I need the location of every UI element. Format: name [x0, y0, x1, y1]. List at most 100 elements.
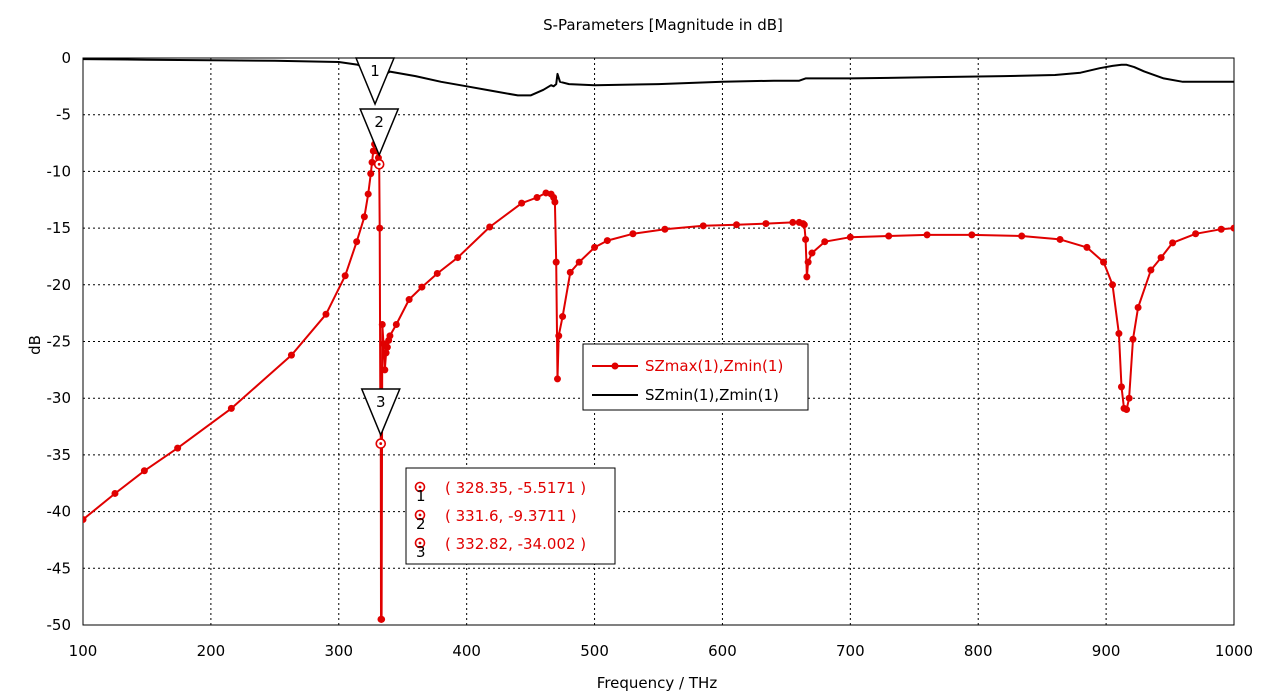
- data-point: [518, 199, 526, 207]
- data-point: [821, 238, 829, 246]
- data-point: [418, 283, 426, 291]
- readout-marker-icon-1: [414, 481, 426, 493]
- readout-marker-icon-3: [414, 537, 426, 549]
- legend-label-1: SZmin(1),Zmin(1): [645, 386, 779, 404]
- readout-index-1: 1: [416, 487, 426, 505]
- marker-readout: 1 ( 328.35, -5.5171 ) 2 ( 331.6, -9.3711…: [405, 467, 616, 565]
- legend-marker-red: [611, 362, 619, 370]
- data-point: [699, 222, 707, 230]
- x-axis-label: Frequency / THz: [597, 674, 718, 692]
- data-point: [378, 320, 386, 328]
- x-tick-label: 700: [836, 642, 865, 660]
- data-point: [846, 233, 854, 241]
- y-axis-label: dB: [26, 335, 44, 355]
- y-tick-label: -5: [56, 106, 71, 124]
- data-point: [111, 489, 119, 497]
- data-point: [378, 615, 386, 623]
- data-point: [1147, 266, 1155, 274]
- x-tick-label: 900: [1092, 642, 1121, 660]
- data-point: [1129, 335, 1137, 343]
- readout-index-3: 3: [416, 543, 426, 561]
- data-point: [405, 296, 413, 304]
- x-tick-label: 800: [964, 642, 993, 660]
- readout-value-1: ( 328.35, -5.5171 ): [445, 479, 586, 497]
- data-point: [454, 254, 462, 262]
- data-point: [803, 273, 811, 281]
- data-point: [322, 310, 330, 318]
- data-point: [1192, 230, 1200, 238]
- legend-label-0: SZmax(1),Zmin(1): [645, 357, 783, 375]
- x-tick-label: 400: [452, 642, 481, 660]
- marker-point-dot: [379, 442, 383, 445]
- marker-triangle: [360, 388, 401, 437]
- marker-flag-1: 1: [354, 57, 396, 106]
- x-tick-label: 1000: [1215, 642, 1253, 660]
- data-point: [1125, 394, 1133, 402]
- marker-readout-box: [405, 467, 616, 565]
- data-point: [367, 170, 375, 178]
- data-point: [1217, 225, 1225, 233]
- x-tick-label: 600: [708, 642, 737, 660]
- data-point: [789, 218, 797, 226]
- data-point: [1100, 258, 1108, 266]
- data-point: [376, 224, 384, 232]
- legend-box: [582, 343, 809, 411]
- data-point: [629, 230, 637, 238]
- data-point: [1123, 406, 1131, 414]
- data-point: [804, 258, 812, 266]
- y-tick-label: -15: [47, 219, 72, 237]
- marker-triangle: [354, 57, 396, 106]
- y-tick-label: -45: [47, 559, 72, 577]
- data-point: [603, 237, 611, 245]
- data-point: [555, 332, 563, 340]
- data-point: [368, 158, 376, 166]
- data-point: [885, 232, 893, 240]
- data-point: [140, 467, 148, 475]
- data-point: [1109, 281, 1117, 289]
- y-tick-label: -40: [47, 503, 72, 521]
- series-szmax: [83, 117, 1234, 623]
- y-tick-label: -10: [47, 162, 72, 180]
- data-point: [1115, 330, 1123, 338]
- marker-label: 1: [370, 62, 380, 80]
- y-tick-label: 0: [61, 49, 71, 67]
- data-point: [551, 198, 559, 206]
- data-point: [1169, 239, 1177, 247]
- data-point: [353, 238, 361, 246]
- x-tick-label: 500: [580, 642, 609, 660]
- x-tick-label: 100: [69, 642, 98, 660]
- y-tick-label: -30: [47, 389, 72, 407]
- data-point: [968, 231, 976, 239]
- data-point: [83, 516, 87, 524]
- y-tick-label: -20: [47, 276, 72, 294]
- data-point: [392, 320, 400, 328]
- data-point: [287, 351, 295, 359]
- data-point: [553, 375, 561, 383]
- data-point: [433, 269, 441, 277]
- data-point: [1117, 383, 1125, 391]
- data-point: [227, 404, 235, 412]
- data-point: [1157, 254, 1165, 262]
- data-point: [383, 343, 391, 351]
- data-point: [1083, 243, 1091, 251]
- data-point: [808, 249, 816, 257]
- data-point: [552, 258, 560, 266]
- marker-label: 3: [376, 393, 386, 411]
- y-tick-label: -50: [47, 616, 72, 634]
- data-point: [486, 223, 494, 231]
- legend: SZmax(1),Zmin(1) SZmin(1),Zmin(1): [582, 343, 809, 411]
- readout-marker-icon-2: [414, 509, 426, 521]
- data-point: [762, 220, 770, 228]
- data-point: [360, 213, 368, 221]
- marker-triangle: [359, 108, 400, 157]
- data-point: [386, 332, 394, 340]
- x-tick-label: 300: [324, 642, 353, 660]
- data-point: [1134, 303, 1142, 311]
- marker-label: 2: [374, 113, 384, 131]
- readout-value-3: ( 332.82, -34.002 ): [445, 535, 586, 553]
- data-point: [591, 243, 599, 251]
- y-tick-label: -35: [47, 446, 72, 464]
- chart-title: S-Parameters [Magnitude in dB]: [543, 16, 783, 34]
- marker-point-dot: [377, 162, 381, 166]
